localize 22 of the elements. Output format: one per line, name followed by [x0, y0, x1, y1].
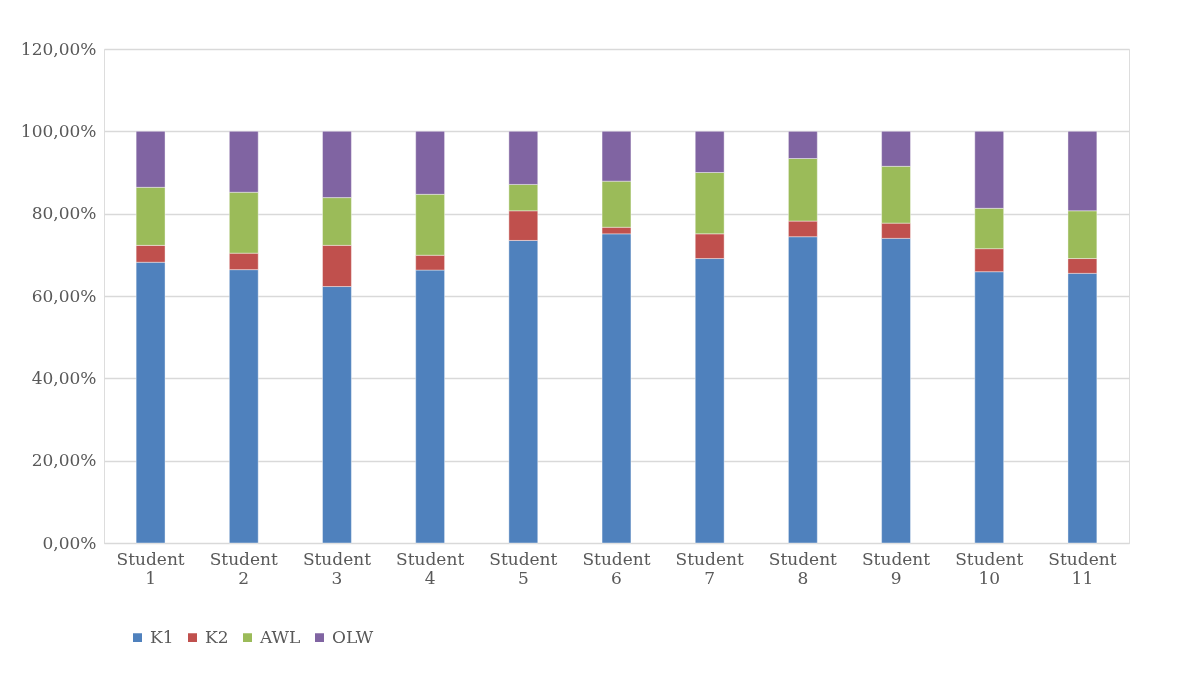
x-tick-label: Student 1 [116, 548, 185, 588]
legend-label: OLW [332, 626, 374, 647]
legend-label: AWL [259, 626, 301, 647]
x-tick-label: Student 8 [768, 548, 838, 588]
y-tick-label: 100,00% [20, 120, 97, 141]
y-tick-label: 120,00% [20, 38, 97, 59]
x-tick-label: Student 11 [1048, 548, 1117, 588]
y-tick-label: 0,00% [42, 532, 97, 553]
y-tick-label: 80,00% [31, 203, 97, 224]
legend-label: K2 [205, 626, 229, 647]
y-tick-label: 20,00% [31, 450, 97, 471]
x-tick-label: Student 10 [955, 548, 1024, 588]
x-tick-label: Student 4 [396, 548, 465, 588]
legend-label: K1 [150, 626, 174, 647]
x-tick-label: Student 7 [675, 548, 744, 588]
y-tick-label: 60,00% [31, 285, 97, 306]
x-tick-label: Student 2 [209, 548, 279, 588]
y-tick-label: 40,00% [31, 367, 97, 388]
x-tick-label: Student 6 [582, 548, 651, 588]
x-tick-label: Student 3 [302, 548, 372, 588]
x-tick-label: Student 9 [861, 548, 931, 588]
x-tick-label: Student 5 [489, 548, 558, 588]
